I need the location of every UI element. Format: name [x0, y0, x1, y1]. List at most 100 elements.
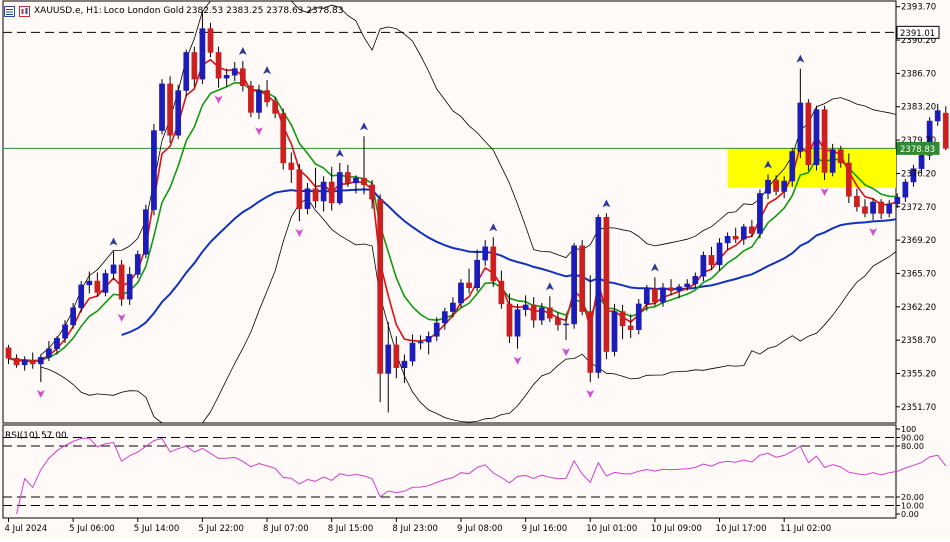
bull-candle — [183, 52, 190, 91]
bull-candle — [223, 75, 230, 79]
time-tick-label: 4 Jul 2024 — [5, 524, 48, 534]
price-tick-label: 2372.70 — [901, 203, 936, 213]
bull-candle — [829, 149, 836, 173]
bull-candle — [102, 273, 109, 293]
fractal-up-icon — [335, 148, 344, 157]
current-price-tag-label: 2378.83 — [900, 145, 935, 155]
bear-candle — [328, 181, 335, 204]
bull-candle — [304, 188, 311, 209]
bear-candle — [5, 347, 12, 359]
fractal-down-icon — [586, 390, 595, 399]
bull-candle — [797, 102, 804, 152]
chart-header: XAUUSD.e, H1: Loco London Gold 2382.53 2… — [4, 2, 343, 20]
rsi-tick-label: 80.00 — [901, 442, 924, 451]
bull-candle — [660, 287, 666, 303]
price-tick-label: 2390.20 — [901, 36, 936, 46]
bull-candle — [110, 264, 117, 274]
fractal-up-icon — [602, 199, 611, 208]
bull-candle — [676, 286, 682, 291]
fractal-up-icon — [796, 54, 805, 63]
rsi-tick-label: 90.00 — [901, 434, 924, 443]
bear-candle — [466, 282, 472, 288]
bull-candle — [716, 242, 723, 266]
header-description: Loco London Gold — [103, 6, 185, 16]
header-ohlc: 2382.53 2383.25 2378.63 2378.83 — [186, 6, 344, 16]
bear-candle — [555, 317, 561, 326]
bear-candle — [878, 201, 884, 214]
bear-candle — [272, 101, 278, 114]
bull-candle — [256, 90, 262, 113]
rsi-tick-label: 0.00 — [901, 510, 919, 519]
rsi-tick-label: 100 — [901, 425, 916, 434]
time-tick-label: 5 Jul 06:00 — [69, 524, 115, 534]
bull-candle — [700, 255, 707, 277]
bear-candle — [207, 28, 214, 53]
bear-candle — [239, 68, 246, 87]
bear-candle — [547, 307, 553, 319]
bull-candle — [692, 276, 699, 285]
time-tick-label: 11 Jul 02:00 — [780, 524, 831, 534]
bull-candle — [781, 180, 788, 192]
bull-candle — [538, 307, 545, 321]
bear-candle — [579, 245, 586, 312]
price-tick-label: 2355.20 — [901, 369, 936, 379]
bear-candle — [708, 255, 715, 266]
bear-candle — [530, 304, 537, 321]
bear-candle — [627, 325, 634, 330]
bear-candle — [668, 287, 674, 291]
rsi-panel-frame — [2, 424, 897, 519]
bull-candle — [450, 302, 456, 312]
bear-candle — [603, 216, 610, 352]
bear-candle — [312, 188, 319, 202]
bear-candle — [280, 113, 287, 164]
fractal-up-icon — [545, 282, 554, 291]
price-tick-label: 2369.20 — [901, 236, 936, 246]
bull-candle — [813, 109, 820, 166]
bear-candle — [345, 172, 351, 184]
time-tick-label: 9 Jul 08:00 — [457, 524, 503, 534]
bull-candle — [86, 280, 93, 286]
time-tick-label: 8 Jul 23:00 — [392, 524, 438, 534]
bull-candle — [635, 303, 642, 330]
bull-candle — [522, 304, 529, 310]
bear-candle — [264, 90, 270, 103]
bull-candle — [458, 282, 464, 304]
bear-candle — [393, 344, 400, 368]
bull-candle — [870, 201, 876, 214]
bull-candle — [886, 203, 893, 214]
bear-candle — [854, 196, 860, 208]
fractal-down-icon — [117, 313, 126, 322]
bear-candle — [619, 311, 626, 327]
bull-candle — [134, 254, 141, 275]
bull-candle — [425, 336, 432, 343]
bull-candle — [740, 226, 747, 240]
bull-candle — [151, 130, 157, 210]
time-tick-label: 8 Jul 15:00 — [328, 524, 374, 534]
bull-candle — [563, 323, 569, 326]
fractal-up-icon — [109, 237, 118, 246]
bull-candle — [595, 216, 602, 373]
bear-candle — [773, 179, 779, 192]
bull-candle — [611, 311, 618, 352]
slow-ma-line — [8, 81, 896, 362]
chart-window-icon — [4, 5, 15, 17]
fractal-down-icon — [820, 188, 829, 197]
bull-candle — [409, 342, 416, 362]
time-tick-label: 10 Jul 09:00 — [651, 524, 702, 534]
rsi-tick-label: 10.00 — [901, 502, 924, 511]
bull-candle — [385, 344, 392, 374]
bull-candle — [926, 120, 933, 156]
fractal-down-icon — [214, 95, 223, 104]
time-tick-label: 5 Jul 14:00 — [134, 524, 180, 534]
bull-candle — [199, 28, 206, 80]
bull-candle — [336, 172, 343, 204]
bull-candle — [482, 246, 489, 261]
bull-candle — [757, 193, 763, 234]
bear-candle — [587, 311, 594, 373]
price-tick-label: 2362.20 — [901, 303, 936, 313]
bull-candle — [433, 322, 440, 337]
header-symbol: XAUUSD.e, H1: — [34, 6, 102, 16]
bull-candle — [126, 274, 133, 300]
bear-candle — [498, 280, 505, 305]
